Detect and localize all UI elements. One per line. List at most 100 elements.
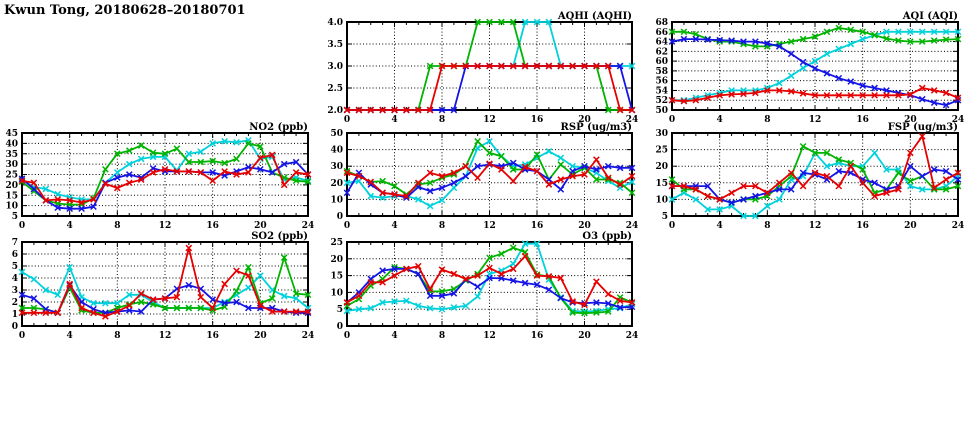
series-blue-markers: [668, 35, 962, 109]
series-red-markers: [343, 62, 636, 114]
axis-labels: O3 (ppb) 0 5 10 15 20 25 0 4 8 12 16 20 24: [330, 231, 638, 341]
y-tick-label: 20: [330, 255, 343, 265]
y-tick-label: 60: [655, 57, 668, 67]
chart-rsp: RSP (ug/m3) 0 10 20 30 40 50 0 4 8 12 16 20 24: [325, 121, 650, 234]
y-tick-label: 30: [330, 162, 343, 172]
y-tick-label: 20: [330, 179, 343, 189]
gridlines: [347, 133, 632, 216]
x-tick-label: 24: [626, 221, 639, 231]
y-tick-label: 64: [655, 38, 668, 48]
chart-title: NO2 (ppb): [249, 122, 308, 133]
y-tick-label: 45: [5, 129, 18, 139]
plot-border: [346, 241, 633, 327]
page-title: Kwun Tong, 20180628–20180701: [4, 3, 246, 18]
x-tick-label: 16: [531, 331, 544, 341]
y-tick-label: 10: [330, 288, 343, 298]
series-red: [18, 151, 312, 206]
x-tick-label: 16: [206, 331, 219, 341]
y-tick-label: 5: [12, 212, 18, 222]
y-tick-label: 25: [330, 238, 343, 248]
x-tick-label: 12: [483, 221, 496, 231]
x-tick-label: 12: [483, 331, 496, 341]
x-tick-label: 8: [114, 221, 120, 231]
x-tick-label: 0: [669, 115, 675, 125]
plot-border: [21, 241, 309, 327]
x-tick-label: 20: [904, 221, 917, 231]
x-tick-label: 0: [19, 331, 25, 341]
aqhi-plot: AQHI (AQHI) 2.0 2.5 3.0 3.5 4.0 0 4 8 12 16 20 24: [327, 11, 639, 125]
y-tick-label: 58: [655, 67, 668, 77]
x-tick-label: 20: [578, 115, 591, 125]
y-tick-label: 62: [655, 47, 668, 57]
y-tick-label: 5: [662, 212, 668, 222]
x-tick-label: 8: [439, 331, 445, 341]
x-tick-label: 0: [344, 221, 350, 231]
x-tick-label: 0: [344, 115, 350, 125]
x-tick-label: 4: [717, 115, 723, 125]
y-tick-label: 0: [337, 212, 343, 222]
y-tick-label: 6: [12, 250, 18, 260]
x-tick-label: 16: [856, 221, 869, 231]
x-tick-label: 12: [159, 331, 172, 341]
series-red-markers: [18, 151, 312, 206]
plot-border: [346, 132, 633, 217]
series-red-markers: [343, 156, 636, 200]
chart-o3: O3 (ppb) 0 5 10 15 20 25 0 4 8 12 16 20 24: [325, 230, 650, 344]
y-tick-label: 10: [330, 195, 343, 205]
y-tick-label: 25: [5, 171, 18, 181]
y-tick-label: 7: [12, 238, 18, 248]
series-red: [18, 244, 312, 320]
x-tick-label: 4: [67, 221, 73, 231]
x-tick-label: 24: [626, 115, 639, 125]
series-cyan-markers: [343, 240, 636, 315]
x-tick-label: 12: [809, 115, 822, 125]
x-tick-label: 12: [159, 221, 172, 231]
x-tick-label: 4: [717, 221, 723, 231]
x-tick-label: 24: [952, 221, 965, 231]
y-tick-label: 15: [330, 272, 343, 282]
series-red: [343, 156, 636, 200]
series-red: [668, 84, 962, 105]
series-red: [668, 132, 962, 203]
y-tick-label: 0: [12, 322, 18, 332]
gridlines: [22, 242, 308, 326]
y-tick-label: 4: [12, 274, 18, 284]
series-red-markers: [668, 84, 962, 105]
series-red: [343, 252, 636, 309]
y-tick-label: 20: [5, 181, 18, 191]
y-tick-label: 5: [337, 305, 343, 315]
chart-title: AQHI (AQHI): [557, 11, 632, 22]
y-tick-label: 50: [330, 129, 343, 139]
fsp-plot: FSP (ug/m3) 5 10 15 20 25 30 0 4 8 12 16 20 24: [655, 122, 965, 231]
y-tick-label: 2.5: [327, 84, 343, 94]
x-tick-label: 8: [764, 221, 770, 231]
x-tick-label: 24: [302, 221, 315, 231]
x-tick-label: 4: [391, 221, 397, 231]
x-tick-label: 16: [531, 115, 544, 125]
x-tick-label: 16: [206, 221, 219, 231]
x-tick-label: 0: [344, 331, 350, 341]
x-tick-label: 8: [439, 221, 445, 231]
x-tick-label: 0: [669, 221, 675, 231]
chart-title: SO2 (ppb): [251, 231, 308, 242]
y-tick-label: 20: [655, 162, 668, 172]
chart-aqi: AQI (AQI) 50 52 54 56 58 60 62 64 66 68 0 4 8 12 16 20 24: [650, 10, 975, 128]
axis-labels: RSP (ug/m3) 0 10 20 30 40 50 0 4 8 12 16 20 24: [330, 122, 638, 231]
x-tick-label: 8: [114, 331, 120, 341]
x-tick-label: 24: [952, 115, 965, 125]
y-tick-label: 3: [12, 286, 18, 296]
y-tick-label: 10: [655, 195, 668, 205]
x-tick-label: 24: [626, 331, 639, 341]
rsp-plot: RSP (ug/m3) 0 10 20 30 40 50 0 4 8 12 16 20 24: [330, 122, 638, 231]
x-tick-label: 20: [254, 331, 267, 341]
x-tick-label: 24: [302, 331, 315, 341]
x-tick-label: 16: [856, 115, 869, 125]
y-tick-label: 54: [655, 86, 668, 96]
series-red-markers: [343, 252, 636, 309]
x-tick-label: 20: [578, 221, 591, 231]
